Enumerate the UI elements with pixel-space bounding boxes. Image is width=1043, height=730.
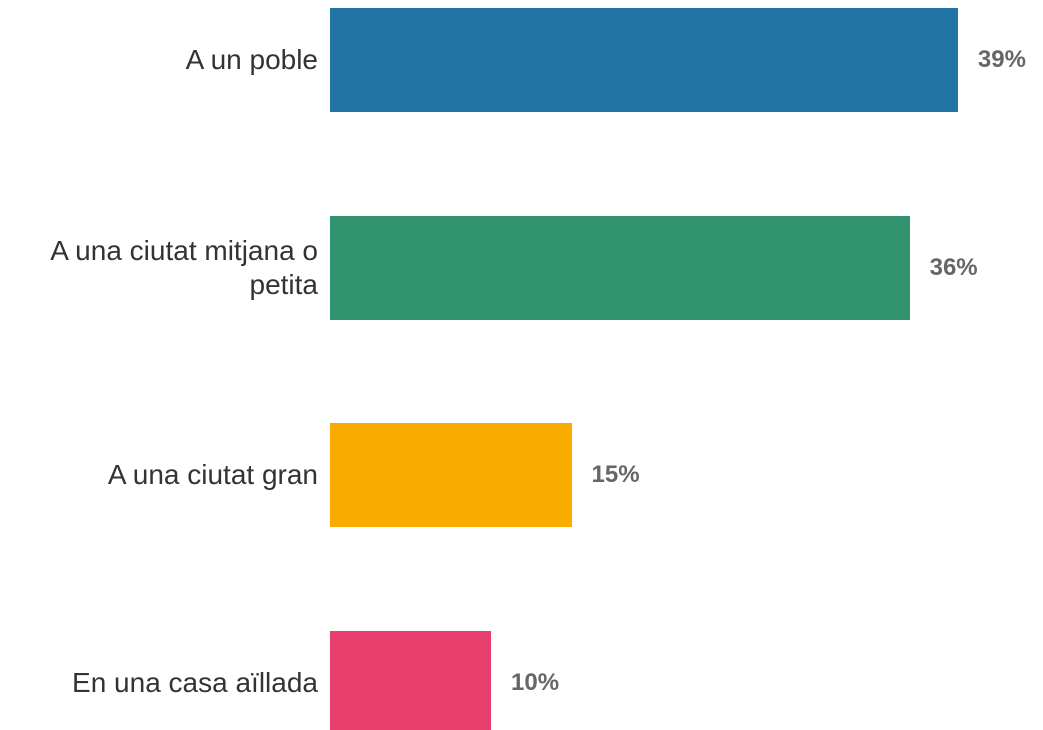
value-label: 10% [511,668,560,696]
bar [330,423,572,528]
category-label: A una ciutat mitjana o petita [50,234,318,300]
category-label: A una ciutat gran [107,459,318,491]
value-label: 15% [591,461,640,489]
value-label: 39% [977,46,1026,73]
category-label: En una casa aïllada [72,666,318,698]
value-label: 36% [929,253,978,281]
category-label: A un poble [185,44,318,75]
bar [330,8,958,112]
bar [330,215,910,320]
bar [330,630,491,730]
